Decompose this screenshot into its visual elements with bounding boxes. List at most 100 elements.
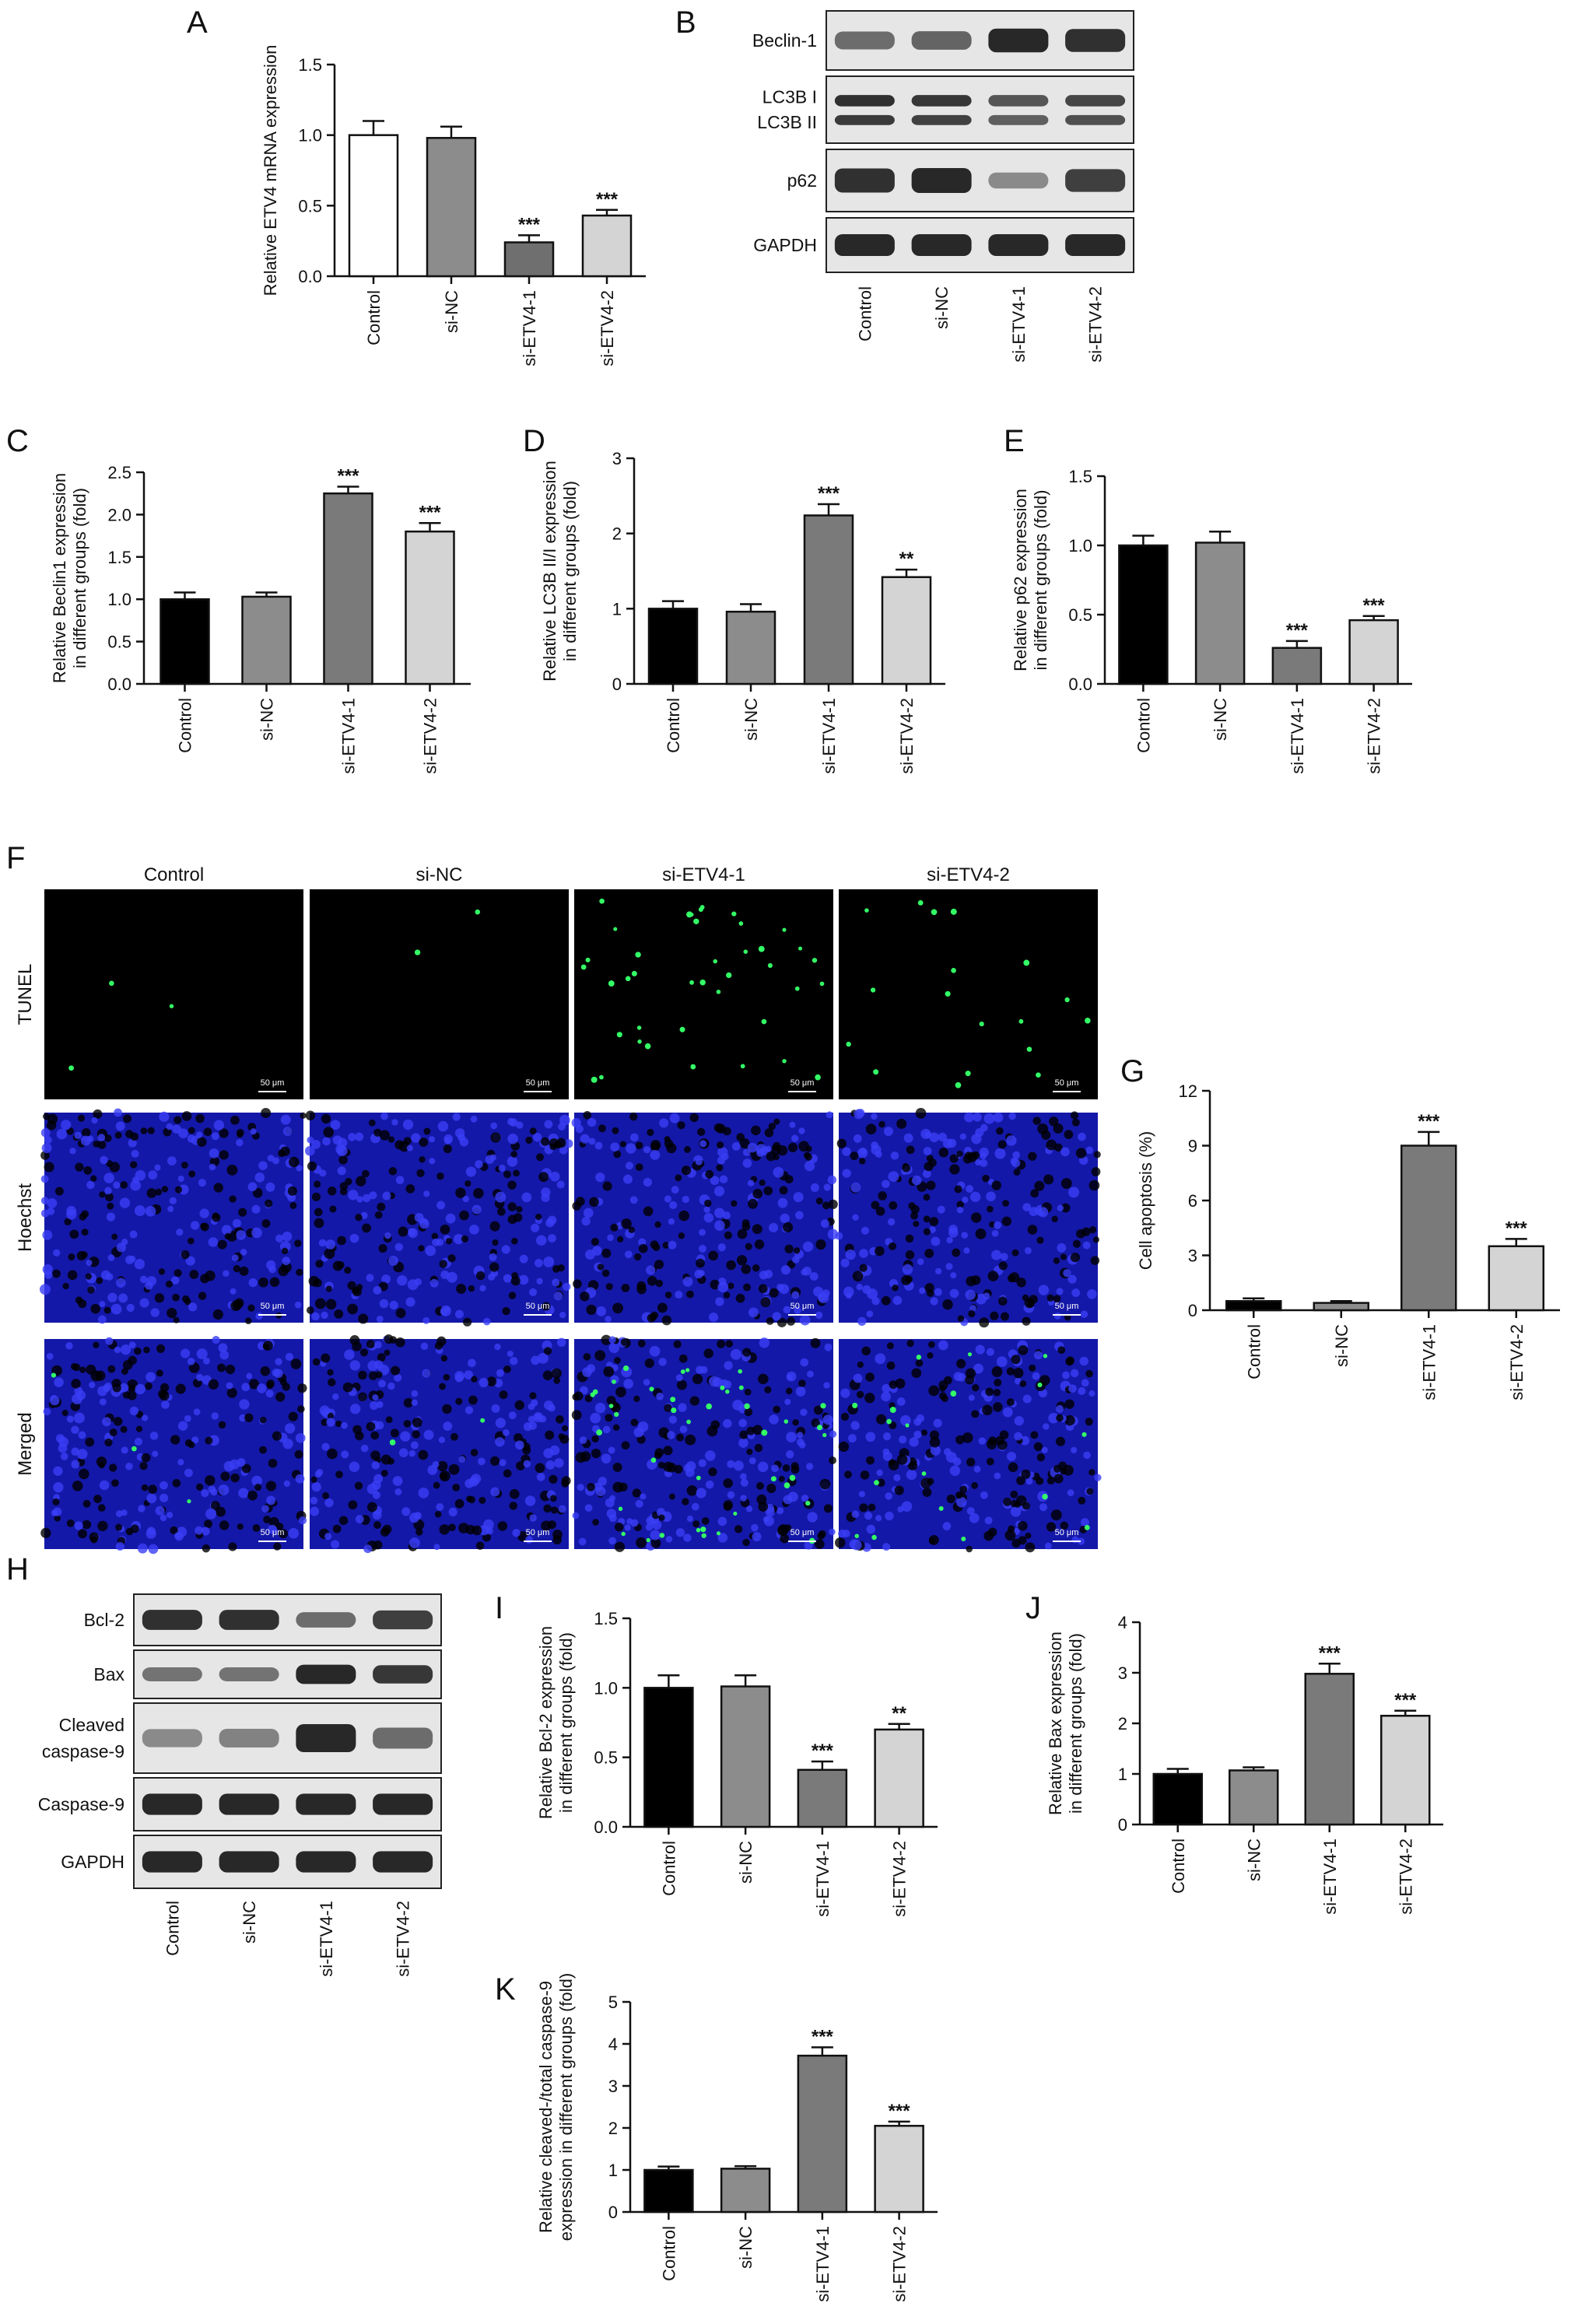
nucleus [1006,1367,1015,1376]
nucleus [318,1239,327,1247]
nucleus [75,1162,84,1172]
nucleus [145,1372,156,1383]
nucleus [1051,1215,1058,1223]
significance-mark: *** [1506,1218,1528,1239]
nucleus [934,1267,942,1275]
nucleus [494,1343,501,1351]
nucleus [792,1256,800,1264]
nucleus [699,1365,708,1374]
nucleus [994,1472,1001,1480]
nucleus [522,1442,531,1451]
nucleus [998,1261,1008,1271]
nucleus [337,1166,346,1176]
nucleus [613,1150,622,1158]
blot-band [1065,169,1126,192]
nucleus [780,1265,790,1275]
y-tick-label: 2.5 [107,463,131,482]
nucleus [1046,1522,1057,1532]
bar [1348,619,1399,685]
x-tick-label: si-ETV4-2 [1396,1839,1415,1915]
nucleus [265,1199,273,1208]
nucleus [82,1127,91,1137]
nucleus [384,1334,394,1344]
nucleus [125,1462,133,1470]
nucleus [1088,1390,1095,1397]
nucleus [692,1520,700,1528]
nucleus [150,1308,160,1317]
nucleus [626,1143,636,1154]
tunel-positive-cell [701,1533,706,1538]
nucleus [923,1228,931,1236]
nucleus [913,1220,920,1228]
bar [720,2168,771,2214]
nucleus [241,1463,251,1474]
nucleus [373,1128,382,1137]
nucleus [82,1499,91,1508]
nucleus [209,1163,216,1171]
tunel-positive-cell [699,979,706,986]
nucleus [423,1127,431,1135]
nucleus [689,1113,699,1123]
tunel-positive-cell [698,906,703,913]
nucleus [559,1434,570,1444]
nucleus [336,1145,348,1157]
nucleus [56,1128,68,1140]
nucleus [401,1507,411,1516]
nucleus [878,1120,885,1128]
nucleus [341,1421,348,1429]
nucleus [445,1238,453,1245]
nucleus [965,1289,976,1300]
nucleus [452,1113,461,1121]
microscopy-image [310,889,569,1099]
tunel-positive-cell [689,980,694,985]
blot-band [834,95,895,107]
nucleus [360,1444,369,1453]
nucleus [378,1244,387,1253]
nucleus [352,1287,359,1295]
nucleus [587,1482,595,1491]
nucleus [915,1107,927,1119]
nucleus [321,1353,331,1363]
nucleus [54,1515,61,1522]
nuclei-background [44,1113,303,1323]
nucleus [53,1466,63,1476]
nucleus [184,1414,191,1422]
nucleus [578,1537,587,1546]
nucleus [1018,1344,1029,1355]
nucleus [325,1285,332,1292]
tunel-positive-cell [770,1476,776,1482]
nucleus [40,1175,49,1183]
nucleus [989,1221,996,1228]
nucleus [229,1195,237,1203]
nucleus [160,1481,168,1490]
nucleus [649,1313,657,1321]
nucleus [203,1127,212,1137]
nucleus [455,1187,466,1198]
nucleus [1008,1112,1016,1120]
nucleus [853,1373,863,1383]
nucleus [552,1265,560,1273]
nucleus [959,1133,967,1140]
nucleus [126,1303,135,1313]
nucleus [1065,1357,1074,1366]
x-tick-label: si-ETV4-2 [890,2226,910,2302]
nucleus [128,1384,136,1393]
nucleus [959,1485,968,1494]
nucleus [110,1303,122,1315]
nucleus [66,1205,76,1216]
blot-band [1065,234,1126,256]
nucleus [327,1448,338,1460]
nucleus [747,1142,758,1153]
nucleus [643,1146,651,1154]
nucleus [938,1340,948,1351]
nucleus [1006,1451,1017,1462]
nucleus [464,1180,471,1187]
nucleus [896,1118,907,1129]
nucleus [930,1297,938,1306]
nucleus [458,1523,469,1534]
nucleus [624,1524,631,1531]
nucleus [938,1147,949,1158]
nucleus [495,1437,505,1447]
